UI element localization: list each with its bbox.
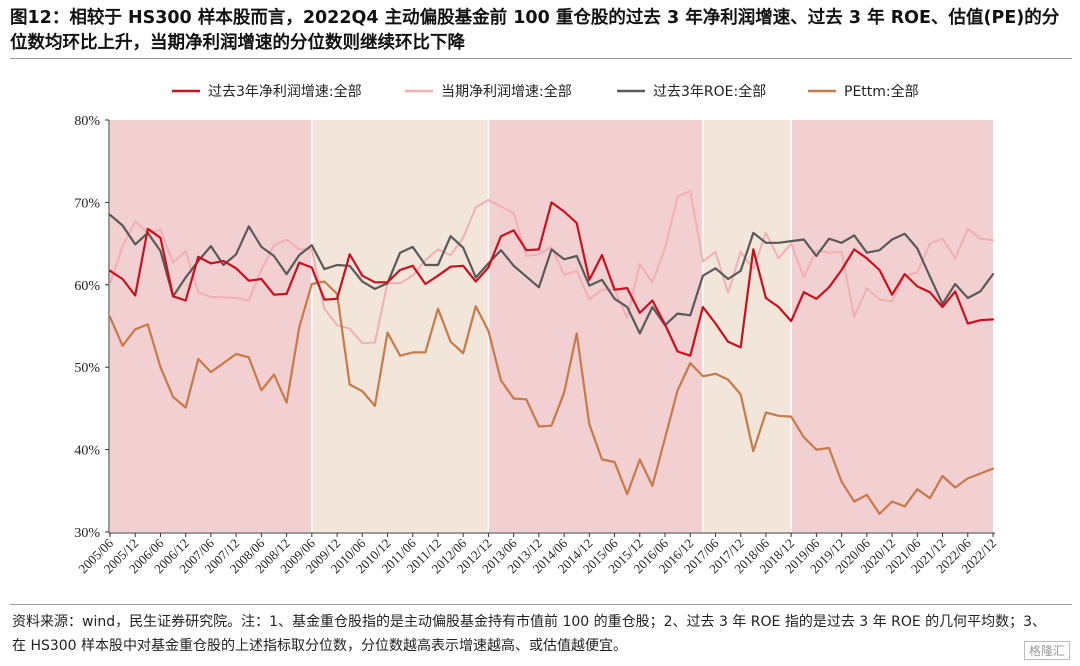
title-divider — [10, 58, 1072, 59]
legend: 过去3年净利润增速:全部 当期净利润增速:全部 过去3年ROE:全部 PEttm:全部 — [172, 83, 919, 100]
y-tick-label: 70% — [74, 196, 100, 211]
y-tick-label: 50% — [74, 361, 100, 376]
source-divider — [10, 604, 1072, 605]
watermark-logo: 格隆汇 — [1023, 641, 1070, 660]
y-tick-label: 40% — [74, 444, 100, 459]
y-tick-label: 30% — [74, 526, 100, 541]
shaded-region-1 — [110, 120, 312, 532]
series-line-4 — [108, 280, 995, 515]
source-note: 资料来源：wind，民生证券研究院。注：1、基金重仓股指的是主动偏股基金持有市值… — [12, 614, 1047, 654]
y-tick-label: 80% — [74, 114, 100, 129]
figure-title: 图12：相较于 HS300 样本股而言，2022Q4 主动偏股基金前 100 重… — [10, 8, 1060, 53]
shaded-region-3 — [488, 120, 703, 532]
legend-label: 当期净利润增速:全部 — [441, 83, 572, 100]
shaded-region-5 — [791, 120, 993, 532]
line-chart: 30% 40% 50% 60% 70% 80% 2005/062005/122006/06… — [74, 83, 999, 576]
legend-label: 过去3年净利润增速:全部 — [208, 83, 362, 100]
series-line-3 — [108, 213, 995, 335]
series-lines — [108, 189, 995, 515]
y-axis: 30% 40% 50% 60% 70% 80% — [74, 114, 110, 541]
x-axis: 2005/062005/122006/062006/122007/062007/… — [75, 532, 999, 576]
shaded-regions — [110, 120, 993, 532]
y-tick-label: 60% — [74, 279, 100, 294]
legend-label: 过去3年ROE:全部 — [653, 83, 766, 100]
series-line-1 — [108, 201, 995, 357]
legend-label: PEttm:全部 — [844, 83, 919, 100]
